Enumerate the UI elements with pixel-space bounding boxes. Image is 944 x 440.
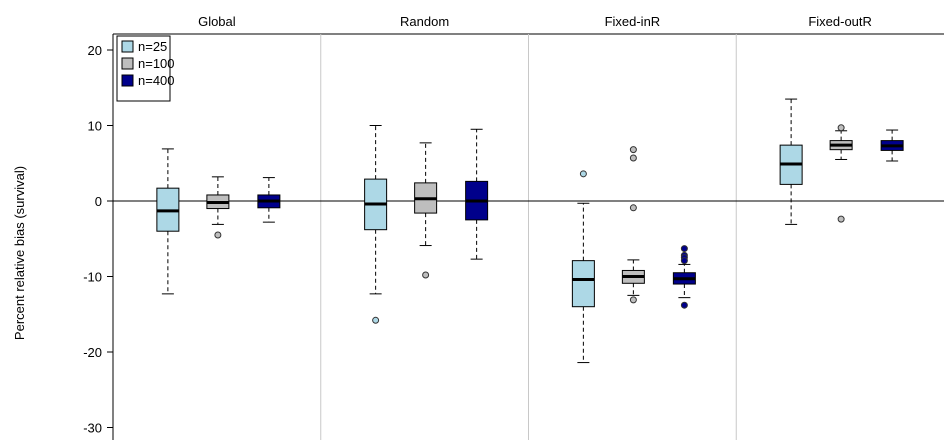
- legend-swatch-n-400: [121, 74, 134, 87]
- panel-title-fixed-outr: Fixed-outR: [808, 14, 872, 29]
- outlier-point: [629, 204, 637, 212]
- outlier-point: [629, 296, 637, 304]
- box-fixed-outr-n-25: [779, 98, 803, 225]
- y-tick-label: 10: [88, 119, 102, 134]
- y-axis: 20 10 0 -10 -20 -30: [83, 43, 113, 436]
- y-tick-label: -10: [83, 270, 102, 285]
- outlier-point: [629, 146, 637, 154]
- box-global-n-100: [206, 176, 230, 239]
- y-axis-label: Percent relative bias (survival): [12, 166, 27, 340]
- panel-title-random: Random: [400, 14, 449, 29]
- box-fixed-inr-n-400: [672, 245, 696, 309]
- outlier-point: [837, 215, 845, 223]
- outlier-point: [372, 316, 380, 324]
- boxes-layer: [156, 98, 904, 364]
- outlier-point: [579, 170, 587, 178]
- box-random-n-25: [364, 125, 388, 324]
- box-fixed-outr-n-100: [829, 124, 853, 223]
- y-tick-label: -20: [83, 345, 102, 360]
- box-global-n-400: [257, 177, 281, 223]
- outlier-point: [422, 271, 430, 279]
- outlier-point: [680, 257, 688, 265]
- outlier-point: [680, 301, 688, 309]
- legend: n=25 n=100 n=400: [116, 35, 175, 102]
- box-fixed-inr-n-25: [571, 170, 595, 364]
- plot-frame: [112, 33, 944, 440]
- legend-swatch-n-25: [121, 40, 134, 53]
- box-body: [571, 260, 595, 308]
- box-fixed-inr-n-100: [621, 146, 645, 304]
- box-global-n-25: [156, 148, 180, 295]
- outlier-point: [680, 245, 688, 253]
- panel-titles: Global Random Fixed-inR Fixed-outR: [198, 14, 872, 29]
- legend-label-n-100: n=100: [138, 56, 175, 71]
- y-tick-label: 0: [95, 194, 102, 209]
- outlier-point: [629, 154, 637, 162]
- y-tick-label: -30: [83, 421, 102, 436]
- legend-label-n-25: n=25: [138, 39, 167, 54]
- panel-title-fixed-inr: Fixed-inR: [605, 14, 661, 29]
- legend-label-n-400: n=400: [138, 73, 175, 88]
- box-random-n-400: [465, 128, 489, 260]
- outlier-point: [214, 231, 222, 239]
- outlier-point: [837, 124, 845, 132]
- panel-title-global: Global: [198, 14, 236, 29]
- legend-swatch-n-100: [121, 57, 134, 70]
- box-random-n-100: [414, 142, 438, 279]
- y-tick-label: 20: [88, 43, 102, 58]
- box-fixed-outr-n-400: [880, 129, 904, 162]
